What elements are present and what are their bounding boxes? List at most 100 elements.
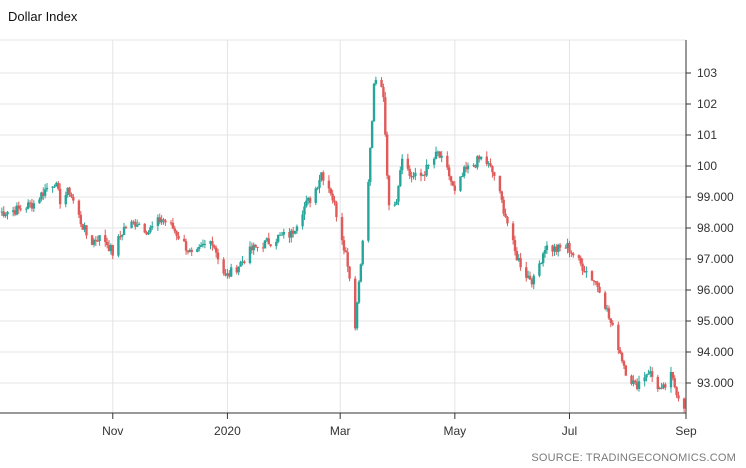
candle-body bbox=[354, 278, 357, 329]
candle-body bbox=[96, 240, 99, 242]
candle-body bbox=[308, 197, 312, 203]
candle-body bbox=[72, 196, 75, 201]
candle-body bbox=[463, 166, 466, 177]
candle-body bbox=[506, 217, 509, 224]
candle-body bbox=[105, 242, 109, 246]
candle-body bbox=[4, 214, 7, 217]
candle-body bbox=[545, 245, 549, 251]
candle-body bbox=[367, 182, 370, 241]
candle-body bbox=[51, 186, 54, 188]
candle-body bbox=[677, 395, 680, 399]
candle-body bbox=[419, 172, 423, 176]
candle-body bbox=[190, 249, 193, 253]
candle-body bbox=[466, 165, 470, 170]
candle-body bbox=[346, 252, 349, 267]
candle-body bbox=[151, 225, 154, 228]
candle-body bbox=[382, 86, 385, 98]
candle-body bbox=[551, 245, 554, 252]
candle-body bbox=[239, 262, 242, 267]
candle-body bbox=[395, 201, 398, 205]
y-tick-label: 93.000 bbox=[697, 376, 734, 390]
x-tick-label: Nov bbox=[102, 424, 123, 438]
candle-body bbox=[282, 231, 285, 235]
candle-body bbox=[83, 225, 86, 230]
candle-body bbox=[412, 176, 415, 178]
candle-body bbox=[397, 185, 400, 202]
candle-body bbox=[451, 181, 455, 186]
candle-body bbox=[406, 158, 410, 169]
candle-body bbox=[515, 251, 519, 261]
candle-body bbox=[504, 213, 507, 218]
x-tick-label: May bbox=[443, 424, 466, 438]
candle-body bbox=[355, 302, 359, 329]
candle-body bbox=[650, 371, 654, 377]
candle-body bbox=[209, 241, 212, 244]
candle-body bbox=[603, 292, 607, 309]
candle-body bbox=[248, 246, 252, 264]
candle-body bbox=[45, 187, 49, 190]
candle-body bbox=[632, 380, 635, 384]
candle-body bbox=[581, 263, 584, 272]
candle-body bbox=[256, 246, 259, 248]
chart-title: Dollar Index bbox=[8, 9, 78, 24]
candle-body bbox=[40, 192, 43, 200]
candle-body bbox=[276, 235, 280, 242]
candle-body bbox=[203, 243, 207, 245]
candle-body bbox=[104, 235, 107, 243]
candle-body bbox=[186, 250, 190, 253]
candle-body bbox=[624, 365, 628, 376]
candle-body bbox=[278, 234, 282, 236]
candles bbox=[0, 76, 686, 413]
candle-body bbox=[171, 222, 175, 229]
candle-body bbox=[122, 226, 126, 235]
candle-body bbox=[11, 210, 15, 212]
candle-body bbox=[380, 79, 383, 87]
candle-body bbox=[538, 263, 541, 276]
candle-body bbox=[124, 226, 128, 229]
candle-body bbox=[517, 258, 520, 261]
candle-body bbox=[275, 241, 278, 247]
candle-body bbox=[669, 371, 673, 388]
candle-body bbox=[491, 166, 494, 173]
candle-body bbox=[401, 158, 404, 171]
candle-body bbox=[173, 228, 176, 232]
y-tick-label: 100 bbox=[697, 159, 717, 173]
candle-body bbox=[656, 376, 660, 390]
candle-body bbox=[119, 236, 122, 238]
candle-body bbox=[28, 202, 32, 204]
candle-body bbox=[449, 176, 453, 182]
candle-body bbox=[68, 187, 71, 195]
candle-body bbox=[55, 182, 58, 187]
x-tick-label: 2020 bbox=[214, 424, 241, 438]
candle-body bbox=[570, 252, 573, 254]
candle-body bbox=[6, 211, 9, 215]
candle-body bbox=[342, 240, 346, 251]
candle-body bbox=[572, 253, 575, 256]
candle-body bbox=[525, 267, 528, 278]
candle-body bbox=[579, 257, 582, 264]
candle-body bbox=[577, 255, 581, 258]
candle-body bbox=[224, 273, 227, 276]
candle-body bbox=[188, 249, 192, 253]
candle-body bbox=[290, 230, 293, 238]
candle-body bbox=[81, 224, 84, 230]
candle-body bbox=[502, 199, 505, 214]
candle-body bbox=[316, 187, 319, 189]
candle-body bbox=[269, 244, 272, 247]
candle-body bbox=[583, 271, 586, 273]
candle-body bbox=[295, 226, 299, 231]
candle-body bbox=[493, 172, 496, 176]
candle-body bbox=[662, 384, 665, 389]
candle-body bbox=[630, 375, 633, 384]
candle-body bbox=[634, 380, 637, 383]
candle-body bbox=[421, 174, 425, 176]
x-tick-label: Jul bbox=[562, 424, 577, 438]
candle-body bbox=[526, 275, 530, 278]
candle-body bbox=[664, 384, 667, 388]
candle-body bbox=[596, 282, 599, 287]
candle-body bbox=[393, 204, 396, 206]
candle-body bbox=[500, 191, 504, 200]
candle-body bbox=[267, 238, 270, 245]
candle-body bbox=[453, 185, 457, 191]
